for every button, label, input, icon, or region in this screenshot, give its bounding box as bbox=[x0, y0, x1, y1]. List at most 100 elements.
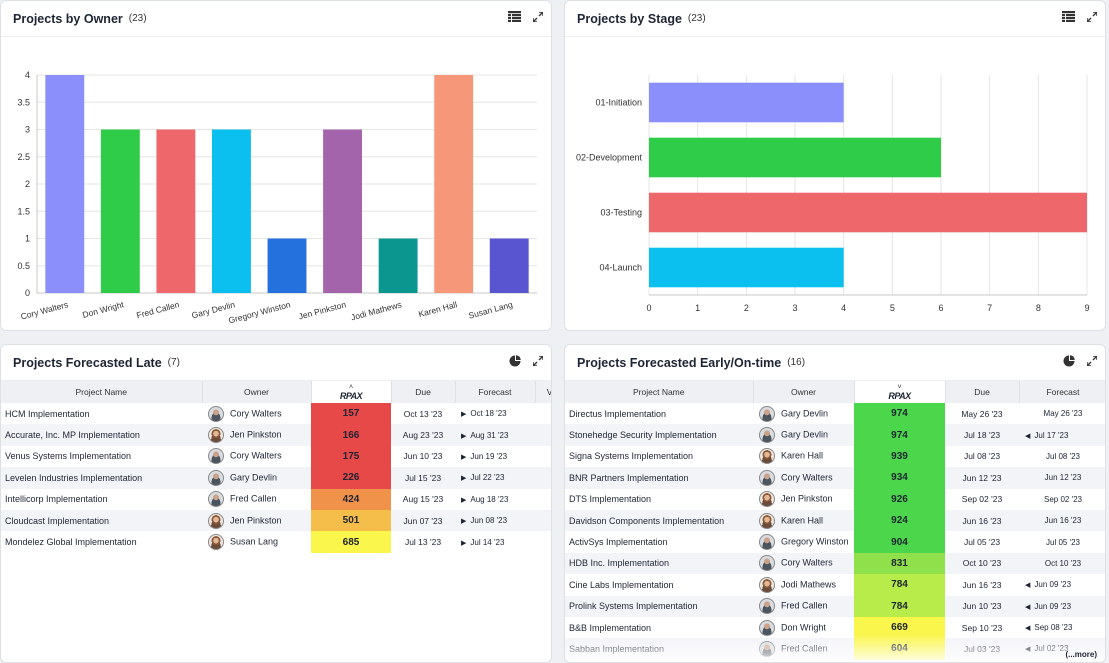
column-header[interactable]: Forecast bbox=[1019, 381, 1105, 403]
table-row[interactable]: BNR Partners Implementation Cory Walters 9… bbox=[565, 467, 1105, 489]
project-name-cell[interactable]: Levelen Industries Implementation bbox=[1, 467, 202, 489]
column-header[interactable]: Due bbox=[391, 381, 456, 403]
project-name-cell[interactable]: Directus Implementation bbox=[569, 408, 667, 419]
arrow-right-icon: ▶ bbox=[461, 453, 467, 461]
column-header[interactable]: Owner bbox=[753, 381, 855, 403]
table-row[interactable]: Signa Systems Implementation Karen Hall 93… bbox=[565, 445, 1105, 468]
project-name-cell[interactable]: B&B Implementation bbox=[569, 622, 652, 633]
x-tick-label: Jen Pinkston bbox=[297, 299, 347, 321]
column-header-rpax[interactable]: ˅ RPAX bbox=[854, 381, 946, 403]
x-tick-label: 1 bbox=[695, 303, 700, 313]
y-tick-label: 03-Testing bbox=[600, 208, 642, 218]
rpax-score-cell: 939 bbox=[854, 445, 945, 468]
expand-icon[interactable] bbox=[533, 356, 543, 366]
project-name-cell[interactable]: Intellicorp Implementation bbox=[5, 494, 108, 505]
table-row[interactable]: HCM Implementation Cory Walters 157 Oct 13 … bbox=[1, 403, 551, 425]
owner-cell: Gary Devlin bbox=[202, 467, 311, 489]
owner-cell: Gregory Winston bbox=[753, 531, 854, 552]
bar bbox=[649, 82, 844, 123]
project-name-cell[interactable]: Davidson Components Implementation bbox=[565, 509, 753, 532]
column-header[interactable]: Owner bbox=[202, 381, 312, 403]
panel-title: Projects by Owner bbox=[13, 11, 123, 26]
sort-chevron-icon: ˅ bbox=[897, 383, 902, 391]
table-row[interactable]: Levelen Industries Implementation Gary De… bbox=[1, 467, 551, 489]
table-row[interactable]: Directus Implementation Gary Devlin 974 May… bbox=[565, 403, 1105, 425]
projects-forecasted-late-panel: Projects Forecasted Late (7) Project Nam… bbox=[0, 344, 552, 663]
panel-header: Projects Forecasted Early/On-time (16) bbox=[565, 345, 1105, 381]
x-tick-label: 8 bbox=[1036, 303, 1041, 313]
expand-icon[interactable] bbox=[1087, 356, 1097, 366]
table-row[interactable]: Mondelez Global Implementation Susan Lang… bbox=[1, 531, 551, 553]
project-name-cell[interactable]: Prolink Systems Implementation bbox=[565, 595, 753, 617]
avatar bbox=[759, 640, 775, 657]
expand-icon[interactable] bbox=[1087, 11, 1097, 22]
pie-chart-icon[interactable] bbox=[1063, 355, 1075, 367]
due-date-cell: Jun 07 '23 bbox=[391, 509, 455, 532]
forecast-cell: May 26 '23 bbox=[1019, 403, 1105, 424]
due-date-cell: Sep 10 '23 bbox=[961, 622, 1003, 633]
forecast-cell: ◀ Jun 09 '23 bbox=[1019, 574, 1105, 595]
forecast-cell: ◀ Sep 08 '23 bbox=[1019, 617, 1105, 638]
table-row[interactable]: Davidson Components Implementation Karen … bbox=[565, 509, 1105, 532]
table-row[interactable]: Cloudcast Implementation Jen Pinkston 501 J… bbox=[1, 509, 551, 532]
variance-cell bbox=[535, 531, 551, 552]
table-view-icon[interactable] bbox=[508, 11, 521, 22]
project-name-cell[interactable]: HCM Implementation bbox=[5, 408, 90, 419]
panel-count: (23) bbox=[687, 13, 706, 24]
expand-icon[interactable] bbox=[533, 11, 543, 22]
forecast-cell: Oct 10 '23 bbox=[1019, 552, 1105, 575]
avatar bbox=[759, 555, 775, 572]
project-name-cell[interactable]: DTS Implementation bbox=[569, 494, 652, 505]
table-row[interactable]: Intellicorp Implementation Fred Callen 424… bbox=[1, 488, 551, 510]
owner-cell: Cory Walters bbox=[753, 552, 854, 575]
panel-count: (16) bbox=[787, 357, 806, 368]
column-header[interactable]: Forecast bbox=[455, 381, 536, 403]
panel-count: (23) bbox=[128, 13, 147, 24]
column-header[interactable]: Project Name bbox=[1, 381, 203, 403]
pie-chart-icon[interactable] bbox=[509, 355, 521, 367]
table-row[interactable]: Sabban Implementation Fred Callen 604 Jul 0… bbox=[565, 638, 1105, 660]
owner-name: Cory Walters bbox=[230, 408, 282, 419]
table-row[interactable]: B&B Implementation Don Wright 669 Sep 10 '2… bbox=[565, 616, 1105, 639]
project-name-cell[interactable]: Cine Labs Implementation bbox=[569, 579, 674, 590]
arrow-left-icon: ◀ bbox=[1025, 646, 1031, 654]
forecast-date: Jul 08 '23 bbox=[1046, 451, 1080, 461]
project-name-cell[interactable]: Sabban Implementation bbox=[565, 638, 753, 660]
owner-name: Cory Walters bbox=[781, 472, 833, 483]
column-header[interactable]: Due bbox=[945, 381, 1020, 403]
projects-by-stage-panel: Projects by Stage (23) 0 1 2 3 4 5 6 7 8 9 01-Init… bbox=[564, 0, 1106, 331]
owner-name: Don Wright bbox=[781, 621, 826, 632]
table-row[interactable]: DTS Implementation Jen Pinkston 926 Sep 02 … bbox=[565, 488, 1105, 510]
project-name-cell[interactable]: Signa Systems Implementation bbox=[569, 451, 694, 462]
column-header-rpax[interactable]: ˄ RPAX bbox=[311, 381, 392, 403]
table-row[interactable]: Prolink Systems Implementation Fred Calle… bbox=[565, 595, 1105, 617]
table-row[interactable]: Accurate, Inc. MP Implementation Jen Pink… bbox=[1, 424, 551, 446]
more-link[interactable]: (...more) bbox=[1065, 650, 1097, 659]
rpax-score-cell: 831 bbox=[854, 552, 945, 575]
table-view-icon[interactable] bbox=[1062, 11, 1075, 22]
table-row[interactable]: Stonehedge Security Implementation Gary D… bbox=[565, 424, 1105, 446]
column-header[interactable]: Project Name bbox=[565, 381, 754, 403]
project-name-cell[interactable]: Venus Systems Implementation bbox=[5, 451, 132, 462]
project-name-cell[interactable]: Accurate, Inc. MP Implementation bbox=[1, 424, 202, 446]
owner-name: Fred Callen bbox=[230, 493, 277, 504]
bar bbox=[434, 75, 474, 293]
column-header[interactable]: Vari bbox=[535, 381, 551, 403]
project-name-cell[interactable]: Cloudcast Implementation bbox=[1, 509, 202, 532]
rpax-score-cell: 226 bbox=[311, 467, 391, 489]
x-tick-label: Susan Lang bbox=[467, 299, 514, 320]
rpax-score-cell: 669 bbox=[854, 616, 945, 639]
forecast-date: Sep 08 '23 bbox=[1034, 623, 1073, 633]
project-name-cell[interactable]: ActivSys Implementation bbox=[569, 537, 668, 548]
variance-cell bbox=[535, 424, 551, 446]
project-name-cell[interactable]: Mondelez Global Implementation bbox=[5, 537, 137, 548]
table-row[interactable]: HDB Inc. Implementation Cory Walters 831 Oc… bbox=[565, 552, 1105, 575]
table-row[interactable]: Venus Systems Implementation Cory Walters… bbox=[1, 445, 551, 468]
owner-cell: Karen Hall bbox=[753, 509, 854, 532]
project-name-cell[interactable]: HDB Inc. Implementation bbox=[565, 552, 753, 575]
project-name-cell[interactable]: Stonehedge Security Implementation bbox=[565, 424, 753, 446]
y-tick-label: 3.5 bbox=[17, 97, 30, 107]
table-row[interactable]: Cine Labs Implementation Jodi Mathews 784 J… bbox=[565, 574, 1105, 596]
project-name-cell[interactable]: BNR Partners Implementation bbox=[565, 467, 753, 489]
table-row[interactable]: ActivSys Implementation Gregory Winston 90… bbox=[565, 531, 1105, 553]
